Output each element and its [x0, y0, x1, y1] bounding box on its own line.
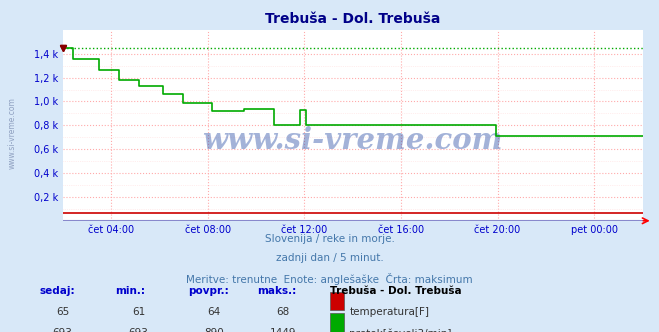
Text: sedaj:: sedaj: — [40, 286, 75, 296]
Text: 890: 890 — [204, 328, 224, 332]
Text: maks.:: maks.: — [257, 286, 297, 296]
Text: Trebuša - Dol. Trebuša: Trebuša - Dol. Trebuša — [330, 286, 461, 296]
Text: temperatura[F]: temperatura[F] — [349, 307, 429, 317]
Title: Trebuša - Dol. Trebuša: Trebuša - Dol. Trebuša — [265, 12, 440, 26]
Text: Meritve: trenutne  Enote: anglešaške  Črta: maksimum: Meritve: trenutne Enote: anglešaške Črta… — [186, 273, 473, 285]
Text: Slovenija / reke in morje.: Slovenija / reke in morje. — [264, 234, 395, 244]
Text: min.:: min.: — [115, 286, 146, 296]
Text: 693: 693 — [129, 328, 148, 332]
Text: povpr.:: povpr.: — [188, 286, 229, 296]
Text: pretok[čevelj3/min]: pretok[čevelj3/min] — [349, 328, 452, 332]
Text: zadnji dan / 5 minut.: zadnji dan / 5 minut. — [275, 253, 384, 263]
Text: 65: 65 — [56, 307, 69, 317]
Text: 64: 64 — [208, 307, 221, 317]
Text: www.si-vreme.com: www.si-vreme.com — [202, 126, 503, 155]
Text: 1449: 1449 — [270, 328, 297, 332]
Text: 693: 693 — [53, 328, 72, 332]
Text: 68: 68 — [277, 307, 290, 317]
Text: www.si-vreme.com: www.si-vreme.com — [8, 97, 17, 169]
Text: 61: 61 — [132, 307, 145, 317]
